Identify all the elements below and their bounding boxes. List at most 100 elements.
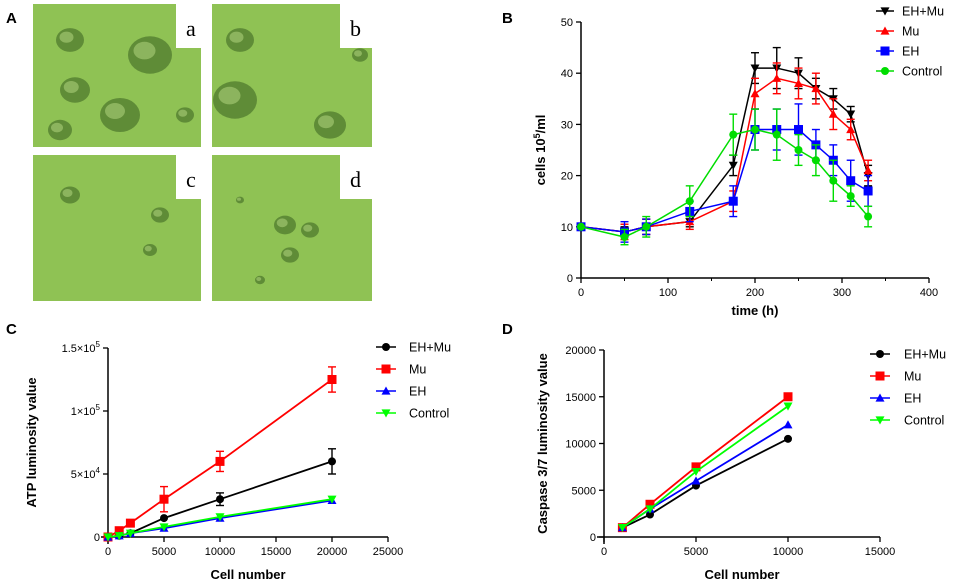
data-point	[125, 529, 135, 538]
x-tick-label: 20000	[317, 546, 348, 558]
series-line	[580, 128, 869, 238]
chart-c-atp-luminosity: 0 5000 10000 15000 20000 25000 0 5×104 1×105 1.5×…	[24, 340, 451, 582]
y-tick-label: 20	[561, 171, 573, 183]
data-point	[216, 495, 224, 504]
x-tick-label: 5000	[684, 546, 708, 558]
series-line	[621, 396, 789, 529]
legend-label-mu: Mu	[902, 25, 919, 39]
data-point	[642, 222, 651, 231]
y-tick-label: 0	[590, 532, 596, 544]
data-point	[846, 176, 856, 186]
chart-d-caspase-luminosity: 0 5000 10000 15000 0 5000 10000 15000 20000 Cell …	[535, 345, 946, 582]
x-tick-label: 200	[746, 287, 764, 299]
legend-marker-eh	[875, 393, 885, 402]
series-line	[580, 77, 869, 233]
cell-cluster-highlight	[283, 249, 293, 257]
data-point	[160, 514, 168, 523]
series-control	[577, 108, 873, 246]
legend-label-control: Control	[409, 407, 449, 421]
x-tick-label: 15000	[261, 546, 292, 558]
x-tick-label: 300	[833, 287, 851, 299]
y-tick-label: 30	[561, 119, 573, 131]
data-point	[215, 513, 225, 522]
data-point	[784, 434, 792, 443]
data-point	[846, 192, 855, 201]
legend-label-mu: Mu	[904, 370, 921, 384]
chart-b-growth-curve: 0 100 200 300 400 0 10 20 30 40 50 time (h) cells 10…	[532, 5, 944, 319]
x-tick-label: 25000	[373, 546, 404, 558]
y-axis-title: ATP luminosity value	[24, 377, 39, 507]
cell-cluster-highlight	[229, 31, 244, 43]
cell-cluster-highlight	[105, 103, 125, 119]
data-point	[829, 176, 838, 185]
y-tick-label: 40	[561, 68, 573, 80]
data-point	[645, 505, 655, 514]
data-point	[729, 130, 738, 139]
data-point	[728, 161, 738, 170]
series-line	[580, 128, 869, 233]
x-tick-label: 100	[659, 287, 677, 299]
panel-letter-d: D	[502, 321, 513, 338]
data-point	[783, 392, 793, 402]
legend-label-eh-plus-mu: EH+Mu	[409, 341, 451, 355]
series-eh-plus-mu	[576, 46, 873, 238]
legend-label-control: Control	[904, 414, 944, 428]
y-tick-label: 1×105	[71, 403, 101, 418]
data-point	[691, 467, 701, 477]
data-point	[103, 533, 113, 542]
cell-cluster-highlight	[62, 189, 73, 197]
data-point	[617, 524, 627, 533]
cell-cluster-highlight	[144, 245, 152, 252]
x-tick-label: 0	[105, 546, 111, 558]
data-point	[751, 125, 759, 134]
y-tick-label: 5000	[572, 485, 596, 497]
data-point	[863, 165, 873, 175]
x-axis-title: Cell number	[704, 567, 779, 582]
data-point	[811, 156, 820, 165]
legend-marker-eh-plus-mu	[876, 350, 884, 358]
cell-cluster-highlight	[354, 50, 362, 57]
data-point	[159, 523, 169, 532]
x-tick-label: 0	[578, 287, 584, 299]
y-tick-label: 10000	[565, 439, 596, 451]
micrograph-background	[33, 155, 201, 301]
series-mu	[617, 392, 793, 533]
micrograph-grid: a b c d	[33, 4, 372, 301]
data-point	[327, 375, 337, 384]
y-tick-label: 1.5×105	[62, 340, 101, 355]
data-point	[125, 518, 135, 528]
y-tick-label: 0	[567, 273, 573, 285]
legend-label-eh: EH	[902, 45, 919, 59]
data-point	[750, 64, 760, 73]
x-tick-label: 0	[601, 546, 607, 558]
data-point	[846, 110, 856, 119]
cell-cluster-highlight	[59, 31, 74, 43]
x-tick-label: 10000	[773, 546, 804, 558]
legend-label-eh-plus-mu: EH+Mu	[904, 348, 946, 362]
data-point	[646, 510, 654, 519]
x-tick-label: 10000	[205, 546, 236, 558]
series-eh	[576, 103, 873, 243]
cell-cluster-highlight	[51, 122, 63, 133]
y-tick-label: 15000	[565, 392, 596, 404]
cell-cluster-highlight	[276, 218, 288, 228]
data-point	[846, 125, 856, 134]
micrograph-b: b	[212, 4, 372, 147]
legend-label-eh: EH	[904, 392, 921, 406]
x-axis-title: Cell number	[210, 567, 285, 582]
legend-marker-eh-plus-mu	[382, 343, 390, 351]
data-point	[863, 186, 873, 196]
data-point	[794, 125, 803, 135]
y-tick-label: 50	[561, 17, 573, 29]
data-point	[691, 476, 701, 485]
x-tick-label: 400	[920, 287, 938, 299]
series-line	[622, 438, 789, 529]
cell-cluster-highlight	[237, 197, 241, 201]
legend-marker-control	[381, 409, 391, 418]
micrograph-label: d	[350, 167, 361, 192]
y-tick-label: 5×104	[71, 466, 101, 481]
data-point	[685, 197, 694, 206]
data-point	[794, 146, 803, 154]
legend-marker-eh	[381, 386, 391, 395]
data-point	[772, 73, 782, 82]
